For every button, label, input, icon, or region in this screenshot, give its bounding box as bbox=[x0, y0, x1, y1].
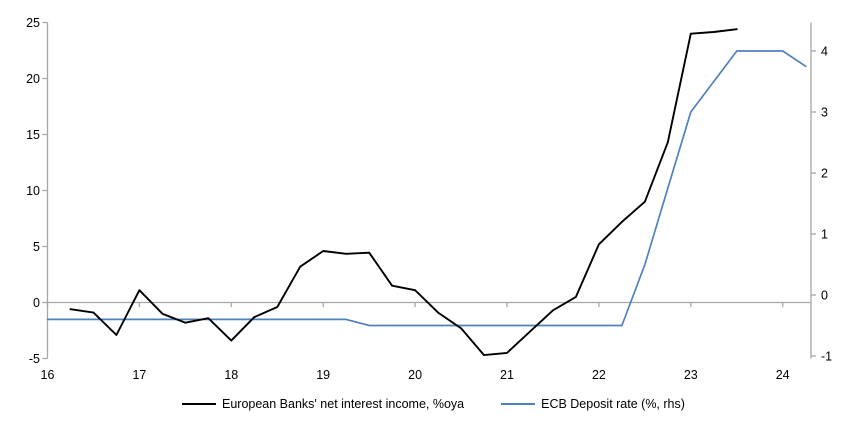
legend-label: European Banks' net interest income, %oy… bbox=[222, 397, 465, 411]
right-axis-tick-label: 2 bbox=[821, 167, 828, 181]
legend-item-ecb-deposit-rate: ECB Deposit rate (%, rhs) bbox=[501, 397, 685, 411]
left-axis-tick-label: 25 bbox=[26, 16, 40, 30]
right-axis-tick-label: 4 bbox=[821, 45, 828, 59]
blue-line-swatch-icon bbox=[501, 403, 536, 405]
left-axis-tick-label: 20 bbox=[26, 72, 40, 86]
black-line-swatch-icon bbox=[182, 403, 216, 405]
x-axis-tick-label: 20 bbox=[408, 368, 422, 382]
x-axis-tick-label: 16 bbox=[41, 368, 55, 382]
x-axis-tick-label: 21 bbox=[500, 368, 514, 382]
left-axis-tick-label: 10 bbox=[26, 184, 40, 198]
right-axis-tick-label: 1 bbox=[821, 228, 828, 242]
net-interest-income-line bbox=[69, 28, 738, 357]
left-axis-tick-label: -5 bbox=[29, 352, 40, 366]
left-axis-tick-label: 0 bbox=[33, 296, 40, 310]
legend-item-net-interest-income: European Banks' net interest income, %oy… bbox=[182, 397, 464, 411]
right-axis-tick-label: 3 bbox=[821, 106, 828, 120]
x-axis-tick-label: 19 bbox=[316, 368, 330, 382]
x-axis-tick-label: 18 bbox=[224, 368, 238, 382]
x-axis-tick-label: 17 bbox=[132, 368, 146, 382]
x-axis-tick-label: 23 bbox=[684, 368, 698, 382]
left-axis-tick-label: 15 bbox=[26, 128, 40, 142]
chart-legend: European Banks' net interest income, %oy… bbox=[182, 397, 685, 411]
x-axis-tick-label: 22 bbox=[592, 368, 606, 382]
legend-label: ECB Deposit rate (%, rhs) bbox=[541, 397, 685, 411]
x-axis-tick-label: 24 bbox=[776, 368, 790, 382]
right-axis-tick-label: 0 bbox=[821, 289, 828, 303]
left-axis-tick-label: 5 bbox=[33, 240, 40, 254]
right-axis-tick-label: -1 bbox=[821, 350, 832, 364]
ecb-deposit-rate-line bbox=[46, 50, 807, 327]
